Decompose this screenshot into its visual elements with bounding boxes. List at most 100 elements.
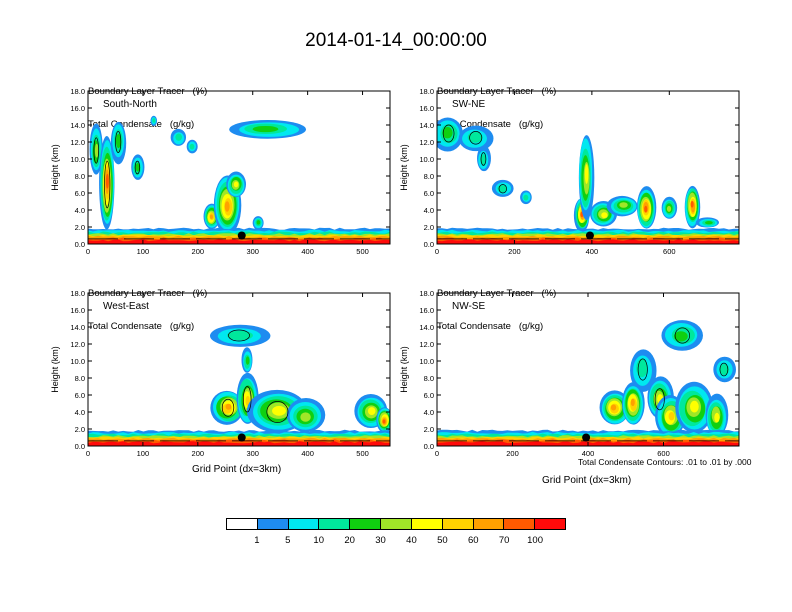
tracer-contour-level bbox=[668, 412, 675, 421]
tracer-contour-level bbox=[644, 205, 648, 213]
x-tick-label: 0 bbox=[86, 247, 90, 256]
colorbar bbox=[226, 518, 566, 530]
condensate-contour bbox=[498, 184, 507, 194]
tracer-contour-level bbox=[584, 164, 589, 184]
tracer-field bbox=[437, 117, 739, 244]
y-tick-label: 6.0 bbox=[424, 189, 434, 198]
condensate-contour bbox=[221, 398, 235, 417]
tracer-contour-level bbox=[480, 154, 487, 166]
y-axis-label: Height (km) bbox=[399, 346, 409, 393]
location-marker bbox=[582, 433, 591, 442]
tracer-contour-level bbox=[367, 407, 376, 415]
tracer-contour-level bbox=[382, 419, 386, 424]
location-marker bbox=[585, 231, 594, 240]
y-tick-label: 14.0 bbox=[70, 121, 85, 130]
tracer-contour-level bbox=[115, 133, 122, 149]
colorbar-swatch bbox=[288, 519, 320, 529]
tracer-contour-level bbox=[225, 403, 232, 410]
colorbar-label: 20 bbox=[344, 535, 355, 546]
condensate-contour bbox=[228, 329, 250, 342]
x-axis-label-nw-se: Grid Point (dx=3km) bbox=[542, 475, 632, 486]
condensate-contour bbox=[266, 401, 289, 423]
colorbar-label: 70 bbox=[498, 535, 510, 546]
tracer-contour-level bbox=[227, 330, 253, 341]
x-tick-label: 0 bbox=[86, 449, 90, 458]
tracer-contour-level bbox=[175, 133, 182, 141]
panel-west-east: 0.0 2.0 4.0 6.0 8.0 10.0 12.0 14.0 16.0 18.0 0 100 2… bbox=[50, 289, 391, 458]
y-tick-label: 10.0 bbox=[419, 155, 434, 164]
x-tick-label: 500 bbox=[356, 247, 369, 256]
x-axis-label-west-east: Grid Point (dx=3km) bbox=[192, 464, 282, 475]
condensate-contour bbox=[243, 386, 252, 413]
panel-title-background bbox=[449, 298, 486, 312]
tracer-contour-level bbox=[467, 131, 483, 143]
y-tick-label: 6.0 bbox=[75, 189, 85, 198]
colorbar-label: 40 bbox=[406, 535, 417, 546]
condensate-contours bbox=[88, 131, 390, 240]
plot-frame bbox=[87, 292, 391, 447]
y-axis-label: Height (km) bbox=[50, 144, 60, 191]
x-tick-label: 0 bbox=[435, 247, 439, 256]
y-tick-label: 4.0 bbox=[424, 408, 434, 417]
y-tick-label: 10.0 bbox=[70, 155, 85, 164]
colorbar-swatch bbox=[257, 519, 289, 529]
y-tick-label: 18.0 bbox=[70, 87, 85, 96]
plot-frame bbox=[87, 90, 391, 245]
location-marker bbox=[237, 231, 246, 240]
y-tick-label: 0.0 bbox=[424, 240, 434, 249]
condensate-contour bbox=[93, 137, 99, 164]
tracer-contour-level bbox=[224, 201, 230, 212]
colorbar-label: 30 bbox=[375, 535, 386, 546]
condensate-contour bbox=[674, 327, 690, 344]
tracer-contour-level bbox=[523, 194, 529, 201]
y-tick-label: 0.0 bbox=[424, 442, 434, 451]
y-tick-label: 8.0 bbox=[75, 172, 85, 181]
condensate-contour bbox=[104, 160, 111, 209]
plot-frame bbox=[436, 90, 740, 245]
x-tick-label: 300 bbox=[246, 247, 259, 256]
y-tick-label: 16.0 bbox=[70, 104, 85, 113]
x-tick-label: 100 bbox=[137, 247, 150, 256]
colorbar-labels: 1 5 10 20 30 40 50 60 70 100 bbox=[226, 535, 566, 547]
y-tick-label: 6.0 bbox=[75, 391, 85, 400]
y-tick-label: 0.0 bbox=[75, 442, 85, 451]
tracer-contour-level bbox=[666, 205, 672, 212]
colorbar-swatch bbox=[350, 519, 382, 529]
x-tick-label: 400 bbox=[301, 449, 314, 458]
colorbar-label: 5 bbox=[285, 535, 291, 546]
tracer-field bbox=[88, 115, 390, 244]
y-tick-label: 14.0 bbox=[419, 323, 434, 332]
y-tick-label: 4.0 bbox=[75, 206, 85, 215]
y-tick-label: 10.0 bbox=[419, 357, 434, 366]
caption-line-condensate: Total Condensate (g/kg) bbox=[88, 321, 195, 332]
condensate-contour bbox=[134, 160, 141, 175]
location-marker bbox=[237, 433, 246, 442]
panel-title: NW-SE bbox=[452, 301, 485, 312]
colorbar-swatch bbox=[227, 519, 258, 529]
condensate-contour bbox=[654, 388, 665, 411]
colorbar-swatch bbox=[381, 519, 412, 529]
y-tick-label: 2.0 bbox=[424, 425, 434, 434]
colorbar-label: 1 bbox=[254, 535, 260, 546]
tracer-contour-level bbox=[610, 404, 617, 411]
condensate-contour bbox=[719, 362, 729, 377]
y-tick-label: 2.0 bbox=[75, 223, 85, 232]
condensate-contour bbox=[442, 124, 455, 143]
y-tick-label: 4.0 bbox=[424, 206, 434, 215]
x-tick-label: 600 bbox=[657, 449, 670, 458]
y-tick-label: 16.0 bbox=[419, 104, 434, 113]
colorbar-swatch bbox=[535, 519, 565, 529]
tracer-contour-level bbox=[442, 127, 453, 139]
boundary-layer-band bbox=[437, 239, 739, 244]
y-axis-label: Height (km) bbox=[399, 144, 409, 191]
tracer-contour-level bbox=[690, 400, 699, 413]
colorbar-label: 50 bbox=[437, 535, 448, 546]
y-tick-label: 16.0 bbox=[419, 306, 434, 315]
colorbar-swatch bbox=[473, 519, 505, 529]
x-tick-label: 300 bbox=[246, 449, 259, 458]
panel-title-background bbox=[449, 96, 486, 110]
caption-line-condensate: Total Condensate (g/kg) bbox=[88, 119, 195, 130]
condensate-contour bbox=[115, 131, 122, 153]
panel-sw-ne: 0.0 2.0 4.0 6.0 8.0 10.0 12.0 14.0 16.0 18.0 0 200 4… bbox=[399, 87, 740, 256]
